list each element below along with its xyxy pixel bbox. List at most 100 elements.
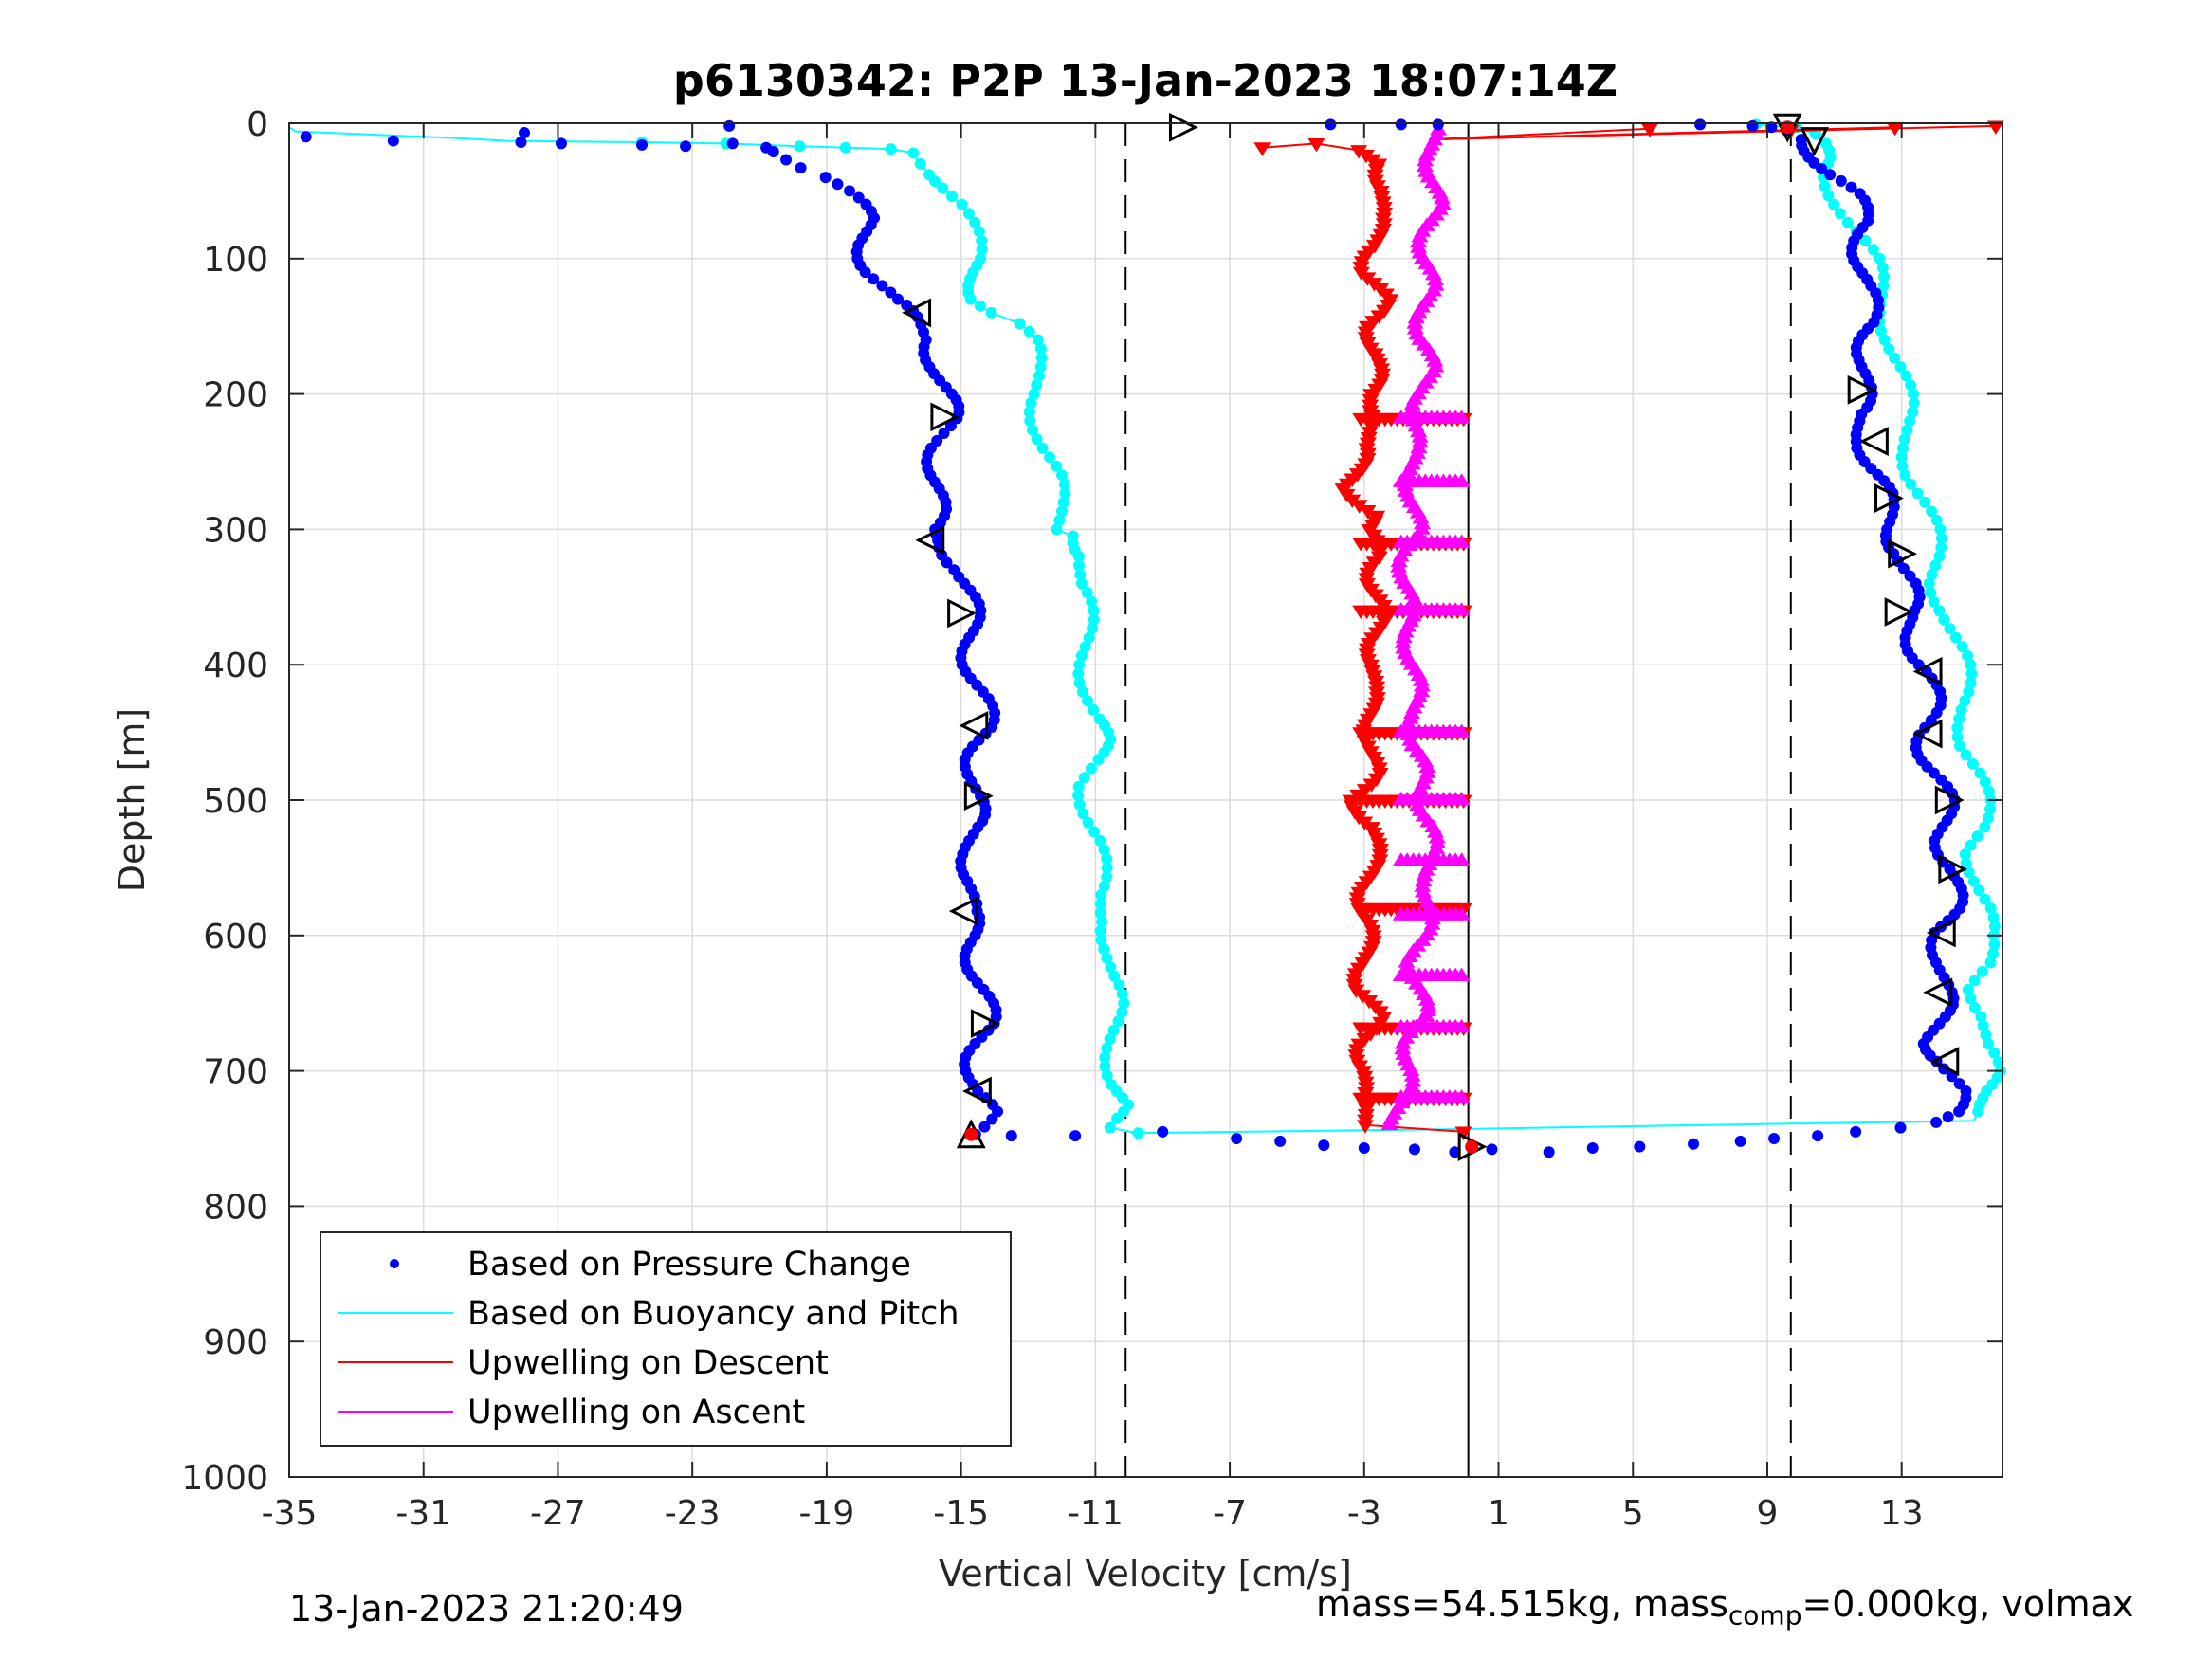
upwelling-ascent-marker bbox=[1405, 591, 1423, 606]
pressure-marker bbox=[1157, 1125, 1169, 1138]
buoyancy-marker bbox=[1094, 925, 1106, 938]
buoyancy-marker bbox=[1072, 559, 1085, 572]
y-tick-label: 800 bbox=[203, 1188, 268, 1227]
buoyancy-marker bbox=[1979, 893, 1991, 905]
buoyancy-marker bbox=[1094, 907, 1106, 919]
pressure-marker bbox=[1854, 188, 1866, 200]
upwelling-surface-marker bbox=[1886, 121, 1904, 137]
footer-mass-suffix: =0.000kg, volmax bbox=[1801, 1583, 2134, 1625]
buoyancy-marker bbox=[1966, 757, 1979, 770]
pressure-marker bbox=[1543, 1146, 1555, 1158]
buoyancy-marker bbox=[1982, 812, 1994, 825]
buoyancy-marker bbox=[1099, 1060, 1111, 1072]
buoyancy-marker bbox=[1874, 324, 1887, 337]
highlight-marker bbox=[964, 1127, 978, 1141]
buoyancy-marker bbox=[1096, 916, 1108, 928]
upwelling-ascent-band-marker bbox=[1453, 852, 1471, 866]
buoyancy-marker bbox=[1044, 451, 1056, 464]
pressure-marker bbox=[1930, 1116, 1943, 1128]
buoyancy-marker bbox=[1073, 677, 1086, 689]
buoyancy-marker bbox=[1965, 993, 1977, 1005]
buoyancy-marker bbox=[1101, 852, 1113, 865]
y-tick-label: 0 bbox=[247, 105, 268, 144]
buoyancy-marker bbox=[1901, 424, 1913, 436]
buoyancy-marker bbox=[1113, 979, 1125, 992]
x-tick-label: -19 bbox=[798, 1494, 854, 1533]
buoyancy-marker bbox=[1930, 514, 1943, 526]
buoyancy-marker bbox=[1898, 433, 1910, 446]
buoyancy-marker bbox=[1980, 1029, 1992, 1041]
buoyancy-marker bbox=[1908, 397, 1920, 410]
buoyancy-marker bbox=[1074, 569, 1087, 580]
buoyancy-marker bbox=[1072, 667, 1085, 680]
pressure-marker bbox=[868, 273, 880, 285]
grid bbox=[288, 122, 2002, 1478]
y-tick-label: 700 bbox=[203, 1053, 268, 1092]
upwelling-ascent-marker bbox=[1415, 872, 1433, 887]
pressure-marker bbox=[859, 266, 871, 279]
buoyancy-marker bbox=[1904, 415, 1916, 428]
buoyancy-marker bbox=[974, 300, 986, 312]
buoyancy-marker bbox=[1960, 857, 1972, 869]
buoyancy-marker bbox=[1112, 1015, 1124, 1028]
pressure-marker bbox=[1824, 169, 1837, 181]
buoyancy-marker bbox=[1101, 862, 1113, 874]
pressure-marker bbox=[986, 1113, 998, 1125]
buoyancy-marker bbox=[1889, 352, 1901, 364]
buoyancy-marker bbox=[1992, 1056, 2004, 1068]
buoyancy-marker bbox=[1896, 460, 1909, 472]
pressure-marker bbox=[1795, 134, 1807, 146]
pressure-marker bbox=[1746, 119, 1759, 132]
buoyancy-marker bbox=[1905, 478, 1917, 490]
buoyancy-marker bbox=[1101, 1042, 1113, 1054]
buoyancy-marker bbox=[1073, 659, 1086, 671]
buoyancy-marker bbox=[1082, 816, 1094, 829]
buoyancy-marker bbox=[1949, 631, 1962, 644]
highlight-marker bbox=[1465, 1139, 1479, 1154]
open-triangle-marker bbox=[1888, 538, 1918, 569]
buoyancy-marker bbox=[1116, 1006, 1128, 1018]
buoyancy-marker bbox=[1878, 270, 1891, 283]
buoyancy-marker bbox=[1828, 198, 1840, 210]
footer-mass-info: mass=54.515kg, masscomp=0.000kg, volmax bbox=[1316, 1583, 2133, 1632]
upwelling-ascent-band-marker bbox=[1453, 410, 1471, 424]
open-triangle-marker bbox=[1912, 656, 1943, 686]
pressure-marker bbox=[1942, 1111, 1954, 1123]
pressure-marker bbox=[1960, 1085, 1972, 1098]
upwelling-descent-marker bbox=[1350, 145, 1368, 159]
open-triangle-marker bbox=[1938, 854, 1968, 884]
y-tick-label: 200 bbox=[203, 376, 268, 415]
buoyancy-marker bbox=[1953, 713, 1965, 725]
pressure-marker bbox=[726, 137, 739, 150]
buoyancy-marker bbox=[1072, 550, 1085, 562]
buoyancy-marker bbox=[1026, 424, 1038, 436]
buoyancy-marker bbox=[1894, 361, 1907, 374]
buoyancy-marker bbox=[1954, 739, 1966, 752]
upwelling-surface-marker bbox=[1986, 120, 2004, 135]
pressure-marker bbox=[972, 1085, 984, 1098]
buoyancy-marker bbox=[946, 191, 959, 203]
y-tick-label: 500 bbox=[203, 782, 268, 821]
x-tick-label: 5 bbox=[1622, 1494, 1644, 1533]
pressure-marker bbox=[1486, 1143, 1498, 1156]
buoyancy-marker bbox=[1877, 280, 1890, 292]
buoyancy-marker bbox=[1988, 921, 2001, 933]
buoyancy-marker bbox=[1053, 514, 1066, 526]
series-layer bbox=[288, 112, 2006, 1161]
pressure-marker bbox=[795, 162, 807, 174]
buoyancy-marker bbox=[1919, 496, 1931, 508]
buoyancy-marker bbox=[969, 216, 981, 228]
buoyancy-marker bbox=[976, 234, 988, 246]
upwelling-surface-marker bbox=[1640, 123, 1658, 137]
open-triangle-marker bbox=[1847, 374, 1877, 405]
upwelling-ascent-marker bbox=[1395, 629, 1413, 644]
buoyancy-marker bbox=[1116, 988, 1128, 1000]
open-triangle-marker bbox=[915, 525, 945, 556]
buoyancy-marker bbox=[1983, 785, 1995, 797]
pressure-marker bbox=[938, 428, 950, 440]
pressure-marker bbox=[1586, 1141, 1599, 1154]
buoyancy-marker bbox=[1132, 1127, 1144, 1139]
upwelling-ascent-band-marker bbox=[1453, 473, 1471, 487]
pressure-marker bbox=[1408, 1143, 1420, 1156]
x-tick-label: -15 bbox=[933, 1494, 989, 1533]
